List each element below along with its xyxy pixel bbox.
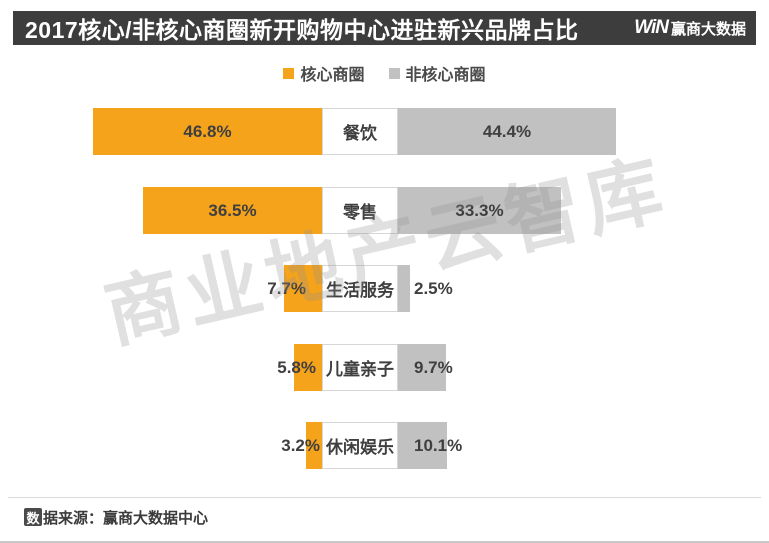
source-icon: 数 <box>24 508 42 526</box>
core-bar <box>143 187 322 234</box>
noncore-value-label: 9.7% <box>414 357 453 377</box>
separator-line <box>8 497 761 498</box>
legend-swatch <box>283 67 295 79</box>
noncore-bar <box>398 265 410 312</box>
legend-label: 非核心商圈 <box>405 67 486 84</box>
page-title: 2017核心/非核心商圈新开购物中心进驻新兴品牌占比 <box>25 17 579 43</box>
win-logo: WiN 赢商大数据 <box>634 17 746 39</box>
category-label: 儿童亲子 <box>322 344 398 391</box>
core-bar <box>294 344 322 391</box>
legend-item: 非核心商圈 <box>388 61 486 85</box>
noncore-bar <box>398 344 446 391</box>
noncore-bar <box>398 108 616 155</box>
source-text: 据来源：赢商大数据中心 <box>43 509 209 527</box>
core-value-label: 3.2% <box>281 435 320 455</box>
noncore-value-label: 10.1% <box>414 435 463 455</box>
noncore-bar <box>398 422 447 469</box>
legend: 核心商圈 非核心商圈 <box>0 61 769 85</box>
legend-item: 核心商圈 <box>283 61 365 85</box>
header-bar: 2017核心/非核心商圈新开购物中心进驻新兴品牌占比 WiN 赢商大数据 <box>13 11 756 45</box>
noncore-bar <box>398 187 561 234</box>
core-bar <box>284 265 322 312</box>
noncore-value-label: 2.5% <box>414 278 453 298</box>
category-label: 休闲娱乐 <box>322 422 398 469</box>
category-label: 零售 <box>322 187 398 234</box>
win-logo-text: 赢商大数据 <box>670 20 746 38</box>
source-note: 数 据来源：赢商大数据中心 <box>24 506 208 528</box>
core-value-label: 7.7% <box>267 278 306 298</box>
win-logo-mark: WiN <box>634 17 669 38</box>
noncore-value-label: 44.4% <box>482 121 532 141</box>
core-value-label: 5.8% <box>277 357 316 377</box>
core-bar <box>93 108 322 155</box>
legend-label: 核心商圈 <box>300 67 365 84</box>
core-value-label: 46.8% <box>183 121 232 141</box>
category-label: 生活服务 <box>322 265 398 312</box>
noncore-value-label: 33.3% <box>455 200 504 220</box>
category-label: 餐饮 <box>322 108 398 155</box>
legend-swatch <box>388 67 400 79</box>
core-value-label: 36.5% <box>208 200 257 220</box>
core-bar <box>306 422 322 469</box>
